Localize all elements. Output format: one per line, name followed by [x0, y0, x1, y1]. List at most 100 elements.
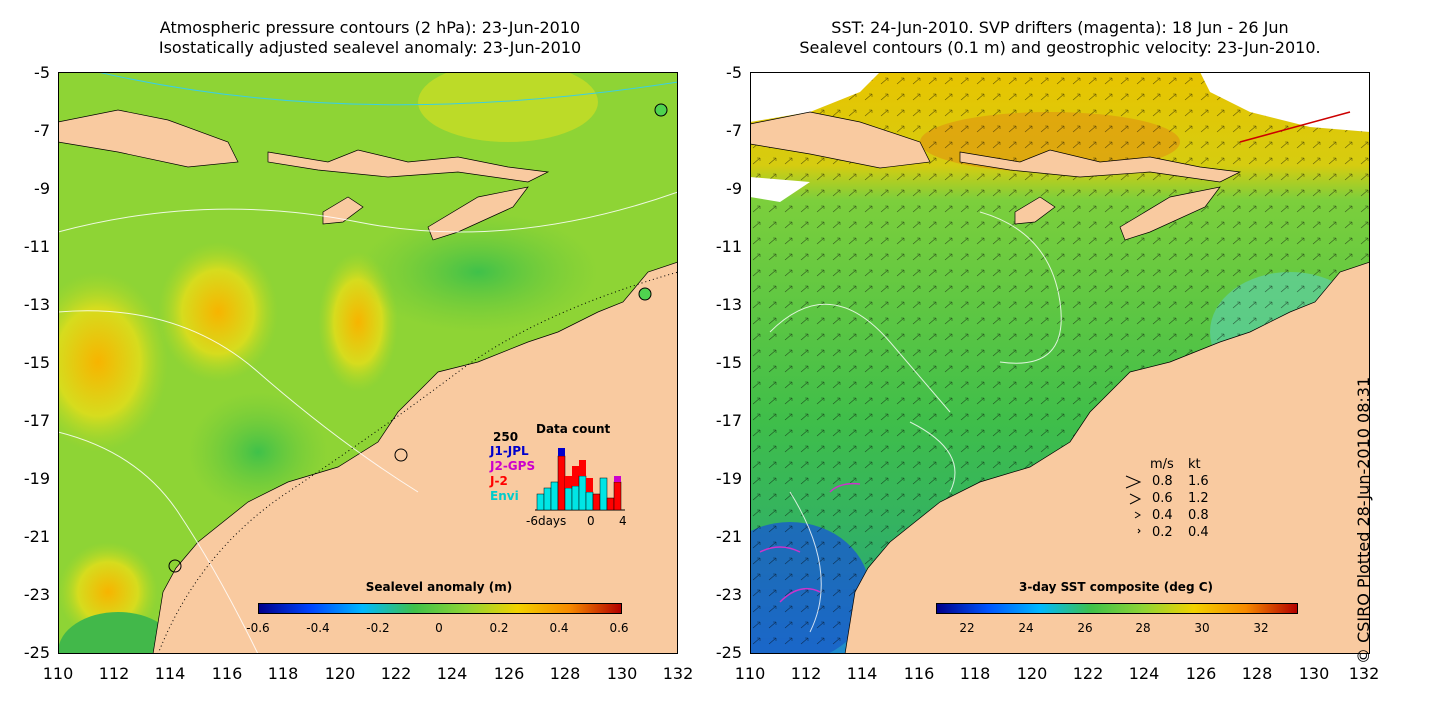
y-tick: -5	[34, 63, 50, 82]
inset-bar	[564, 487, 573, 511]
sealevel-colorbar	[258, 603, 622, 614]
legend-header-kt: kt	[1188, 457, 1201, 472]
sealevel-contour	[909, 421, 956, 493]
inset-bar	[579, 460, 586, 476]
sealevel-contour	[789, 491, 822, 633]
legend-arrow	[1137, 528, 1141, 534]
legend-ms: 0.2	[1152, 525, 1173, 540]
left-title-line1: Atmospheric pressure contours (2 hPa): 2…	[159, 18, 581, 37]
x-tick: 120	[1016, 664, 1048, 683]
x-tick: 122	[380, 664, 412, 683]
y-tick: -5	[726, 63, 742, 82]
legend-ms: 0.4	[1152, 508, 1173, 523]
sst-map-svg	[750, 72, 1370, 654]
y-tick: -17	[23, 411, 50, 430]
cloud-gap	[750, 72, 880, 122]
legend-ms: 0.6	[1152, 491, 1173, 506]
site-marker	[168, 559, 182, 573]
shelf-contour	[157, 271, 678, 654]
inset-bar	[557, 455, 566, 511]
legend-kt: 1.6	[1188, 474, 1209, 489]
left-title-line2: Isostatically adjusted sealevel anomaly:…	[158, 38, 582, 57]
x-tick: 128	[549, 664, 581, 683]
inset-series-label: J-2	[490, 474, 508, 488]
y-tick: -13	[715, 295, 742, 314]
pressure-contour	[58, 310, 419, 493]
x-tick: 120	[324, 664, 356, 683]
australia-landmass	[152, 261, 678, 654]
y-tick: -9	[726, 179, 742, 198]
inset-bar	[558, 448, 565, 456]
y-tick: -15	[23, 353, 50, 372]
x-tick: 132	[662, 664, 694, 683]
inset-xlabel: 0	[587, 514, 595, 528]
sealevel-map-svg	[58, 72, 678, 654]
x-tick: 124	[1128, 664, 1160, 683]
colorbar-tick: 30	[1194, 621, 1210, 635]
y-tick: -23	[715, 585, 742, 604]
x-tick: 112	[98, 664, 130, 683]
y-tick: -7	[34, 121, 50, 140]
inset-series-label: J1-JPL	[490, 444, 529, 458]
legend-ms: 0.8	[1152, 474, 1173, 489]
inset-bar	[613, 481, 622, 511]
map-frame	[58, 72, 678, 654]
anomaly-low	[58, 612, 178, 654]
inset-bar	[592, 493, 601, 511]
colorbar-tick: -0.6	[246, 621, 270, 635]
colorbar-tick: 26	[1077, 621, 1093, 635]
pressure-contour	[97, 72, 678, 106]
drifter-track	[1239, 111, 1351, 143]
lesser-sunda-islands	[959, 149, 1242, 183]
inset-series-label: Envi	[490, 489, 519, 503]
x-tick: 132	[1348, 664, 1380, 683]
y-tick: -25	[715, 643, 742, 662]
svp-drifter-track	[779, 587, 821, 603]
lesser-sunda-islands	[267, 149, 550, 183]
legend-arrow	[1125, 475, 1142, 489]
sst-colorbar-label: 3-day SST composite (deg C)	[1018, 580, 1214, 594]
colorbar-tick: 0.2	[489, 621, 509, 635]
site-marker	[654, 103, 668, 117]
inset-bar	[614, 476, 621, 482]
inset-series-label: J2-GPS	[490, 459, 536, 473]
inset-bar	[585, 491, 594, 511]
legend-arrows	[1125, 475, 1142, 534]
anomaly-high	[418, 72, 598, 142]
inset-bar	[565, 476, 572, 488]
colorbar-tick: -0.4	[306, 621, 330, 635]
sealevel-anomaly-map	[58, 72, 678, 654]
inset-xlabel: 4	[619, 514, 627, 528]
sealevel-colorbar-label: Sealevel anomaly (m)	[365, 580, 513, 594]
java-island	[58, 109, 239, 168]
java-island	[750, 111, 931, 169]
y-tick: -7	[726, 121, 742, 140]
x-tick: 114	[846, 664, 878, 683]
y-tick: -25	[23, 643, 50, 662]
inset-bar	[572, 466, 579, 486]
x-tick: 116	[903, 664, 935, 683]
sst-map	[750, 72, 1370, 654]
legend-kt: 0.4	[1188, 525, 1209, 540]
australia-landmass	[844, 261, 1370, 654]
colorbar-tick: 22	[959, 621, 975, 635]
x-tick: 122	[1072, 664, 1104, 683]
x-tick: 124	[436, 664, 468, 683]
anomaly-high	[58, 272, 168, 452]
inset-bar	[599, 477, 608, 511]
y-tick: -23	[23, 585, 50, 604]
x-tick: 118	[267, 664, 299, 683]
sealevel-contour	[769, 303, 951, 413]
inset-bar	[586, 478, 593, 492]
y-tick: -11	[23, 237, 50, 256]
x-tick: 110	[42, 664, 74, 683]
inset-xlabel: -6days	[526, 514, 567, 528]
sealevel-contour	[979, 211, 1062, 364]
y-tick: -15	[715, 353, 742, 372]
site-marker	[394, 448, 408, 462]
colorbar-tick: 32	[1253, 621, 1269, 635]
cloud-gap	[750, 177, 810, 202]
sumba-island	[1014, 196, 1056, 225]
right-title-line2: Sealevel contours (0.1 m) and geostrophi…	[799, 38, 1321, 57]
x-tick: 114	[154, 664, 186, 683]
